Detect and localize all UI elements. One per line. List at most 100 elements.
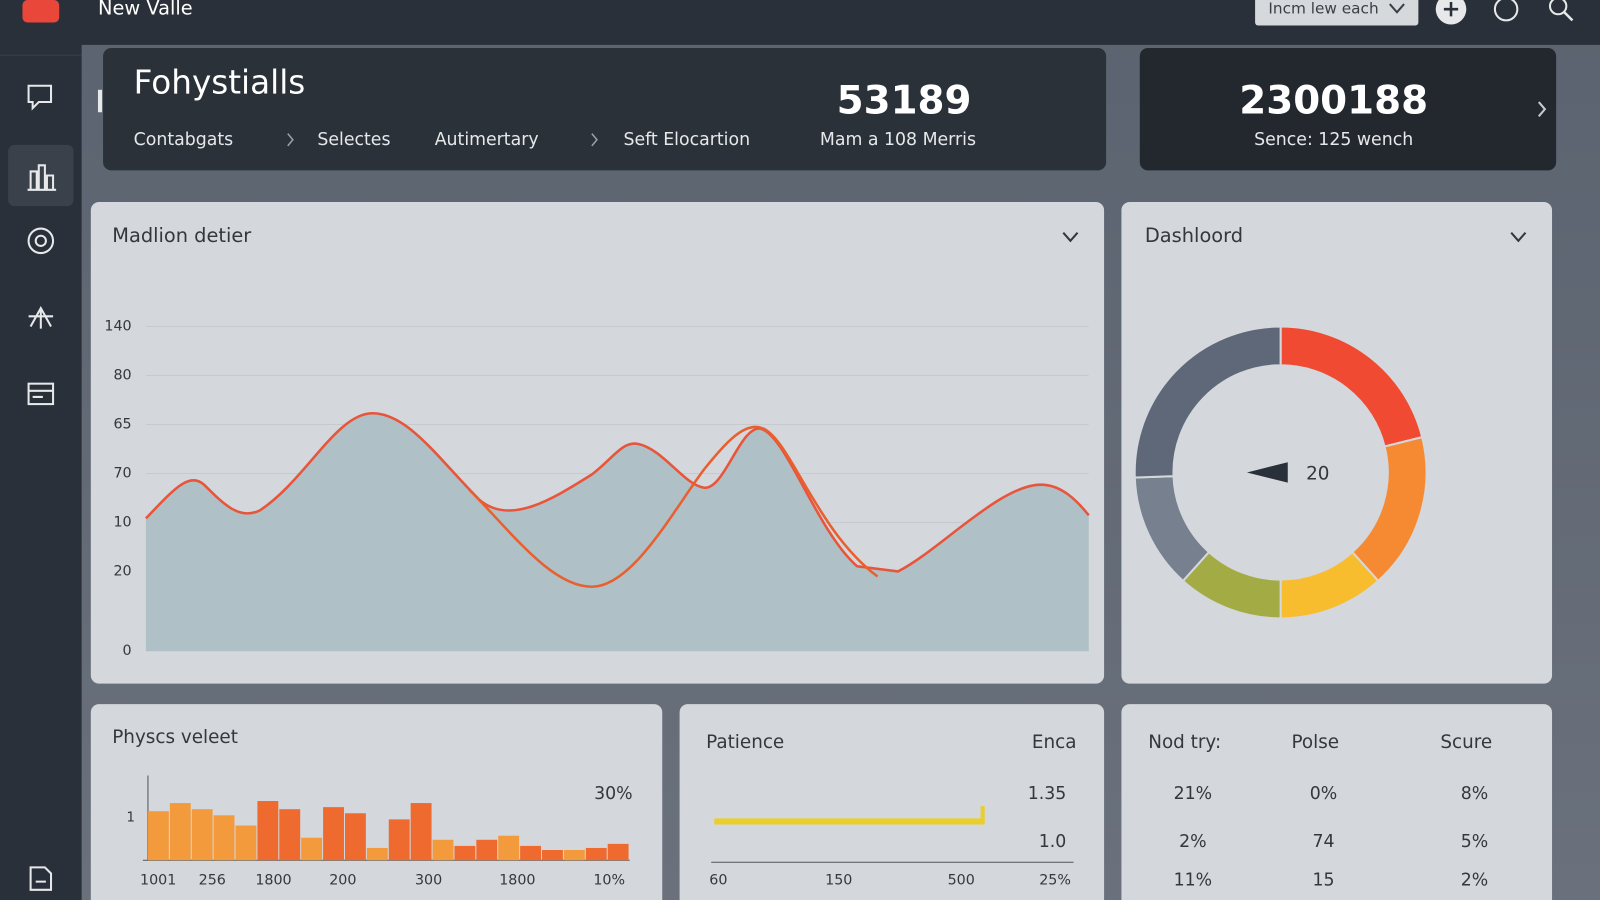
label: 5% [1461, 832, 1488, 852]
corner-label: Enca [1032, 732, 1077, 753]
panel-title: Patience [706, 732, 784, 753]
label: Scure [1440, 732, 1492, 753]
app-title: New Valle [98, 0, 193, 20]
label: 74 [1312, 832, 1334, 852]
histogram-bar [432, 839, 454, 861]
next-arrow[interactable] [1538, 101, 1547, 117]
label: Selectes [317, 130, 390, 150]
label: 1800 [499, 873, 535, 889]
corner-label: 30% [594, 784, 633, 804]
header-marker [97, 89, 103, 113]
line [468, 425, 879, 589]
label: 15 [1312, 871, 1334, 891]
histogram-bar [410, 803, 432, 861]
label: 500 [948, 873, 975, 889]
histogram [147, 801, 629, 861]
label: 140 [104, 319, 131, 335]
sidebar [0, 0, 82, 900]
histogram-bar [169, 803, 191, 861]
histogram-bar [476, 839, 498, 861]
area [145, 413, 1089, 652]
histogram-bar [257, 801, 279, 861]
nav-icon[interactable] [29, 866, 53, 891]
label: 1.0 [1039, 832, 1067, 852]
histogram-bar [213, 815, 235, 861]
histogram-bar [454, 845, 476, 861]
stat-label: Sence: 125 wench [1254, 130, 1413, 150]
histogram-bar [388, 819, 410, 861]
add-icon [1443, 2, 1459, 17]
label: 150 [825, 873, 852, 889]
label: 8% [1461, 784, 1488, 804]
label: 21% [1174, 784, 1213, 804]
donut [1133, 325, 1428, 620]
nav-icon[interactable] [27, 382, 55, 406]
axis-label: 1 [127, 810, 135, 825]
label: 1.35 [1028, 784, 1067, 804]
panel-title: Dashloord [1145, 224, 1243, 247]
histogram-bar [520, 845, 542, 861]
label: 11% [1174, 871, 1213, 891]
header-card [103, 47, 1107, 171]
histogram-bar [147, 811, 169, 861]
breadcrumb-separator [287, 133, 294, 147]
label: 10 [113, 514, 131, 530]
search-button[interactable] [1548, 0, 1568, 16]
panel-title: Physcs veleet [112, 727, 238, 748]
label: 80 [113, 368, 131, 384]
label: 0% [1310, 784, 1338, 804]
histogram-bar [498, 835, 520, 861]
panel-menu[interactable] [1062, 231, 1079, 243]
histogram-bar [191, 809, 213, 861]
label: Seft Elocartion [623, 130, 750, 150]
label: 200 [329, 873, 356, 889]
nav-icon[interactable] [28, 306, 54, 329]
logo [22, 0, 60, 23]
label: 256 [199, 873, 226, 889]
histogram-bar [585, 847, 607, 861]
panel [1121, 704, 1553, 900]
label: 1001 [140, 873, 176, 889]
stat-card [1139, 47, 1557, 171]
label: Polse [1291, 732, 1339, 753]
histogram-bar [542, 850, 563, 861]
label: Contabgats [134, 130, 234, 150]
nav-icon[interactable] [27, 164, 57, 191]
histogram-bar [344, 813, 366, 861]
stat-value: 2300188 [1239, 79, 1428, 124]
label: Nod try: [1148, 732, 1221, 753]
nav-icon[interactable] [27, 227, 55, 255]
nav-icon[interactable] [27, 84, 53, 111]
label: 70 [113, 465, 131, 481]
histogram-bar [235, 825, 257, 861]
label: 300 [415, 873, 442, 889]
dropdown[interactable] [1255, 0, 1419, 26]
label: Autimertary [435, 130, 539, 150]
stat-value: 53189 [837, 79, 972, 124]
label: 0 [123, 643, 132, 659]
settings-button[interactable] [1493, 0, 1519, 22]
label: 1800 [255, 873, 291, 889]
nav-icons [27, 84, 57, 891]
gauge-needle [1246, 462, 1288, 483]
histogram-bar [563, 850, 585, 861]
histogram-bar [323, 807, 344, 861]
panel [679, 704, 1105, 900]
histogram-bar [607, 843, 629, 861]
dropdown-label: Incm lew each [1268, 0, 1378, 18]
nav-active [8, 144, 74, 207]
label: 20 [113, 563, 131, 579]
search-icon [1563, 11, 1574, 22]
label: 10% [593, 873, 625, 889]
histogram-bar [279, 809, 301, 861]
donut-segment [1133, 325, 1282, 479]
panel-menu[interactable] [1510, 231, 1527, 243]
center-label: 20 [1306, 463, 1329, 484]
stat-label: Mam a 108 Merris [820, 130, 976, 150]
label: 2% [1461, 871, 1488, 891]
histogram-bar [301, 837, 323, 861]
panel-title: Madlion detier [112, 224, 251, 247]
breadcrumb-separator [591, 133, 598, 147]
dropdown-chevron [1389, 3, 1405, 14]
